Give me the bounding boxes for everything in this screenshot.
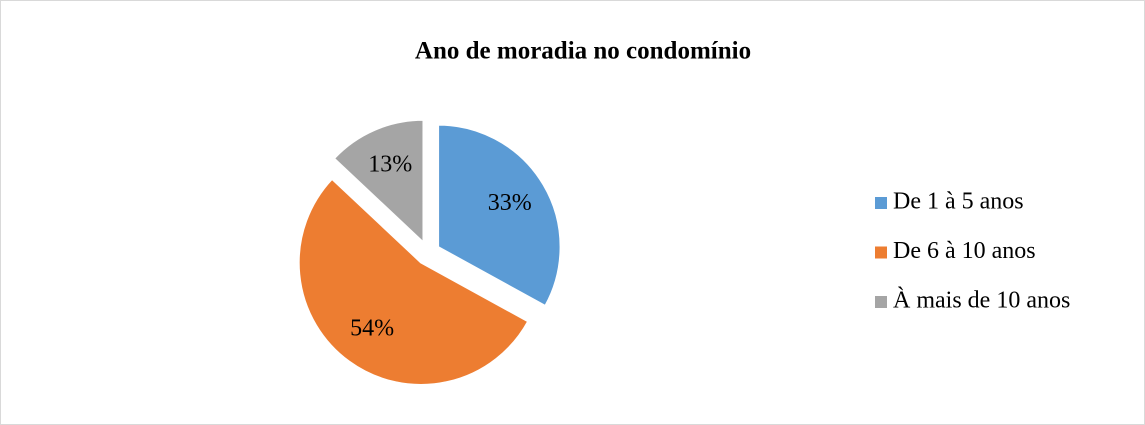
legend-swatch — [875, 197, 887, 209]
chart-title: Ano de moradia no condomínio — [415, 38, 751, 65]
legend-label: De 1 à 5 anos — [893, 189, 1024, 215]
data-label: 54% — [350, 315, 394, 341]
legend-swatch — [875, 296, 887, 308]
pie-slice — [298, 178, 529, 386]
pie-slice — [437, 124, 562, 307]
legend-label: De 6 à 10 anos — [893, 238, 1036, 264]
pie-slice — [333, 119, 424, 244]
legend-label: À mais de 10 anos — [893, 288, 1070, 314]
data-label: 13% — [368, 151, 412, 177]
legend-swatch — [875, 246, 887, 259]
data-label: 33% — [488, 190, 532, 216]
